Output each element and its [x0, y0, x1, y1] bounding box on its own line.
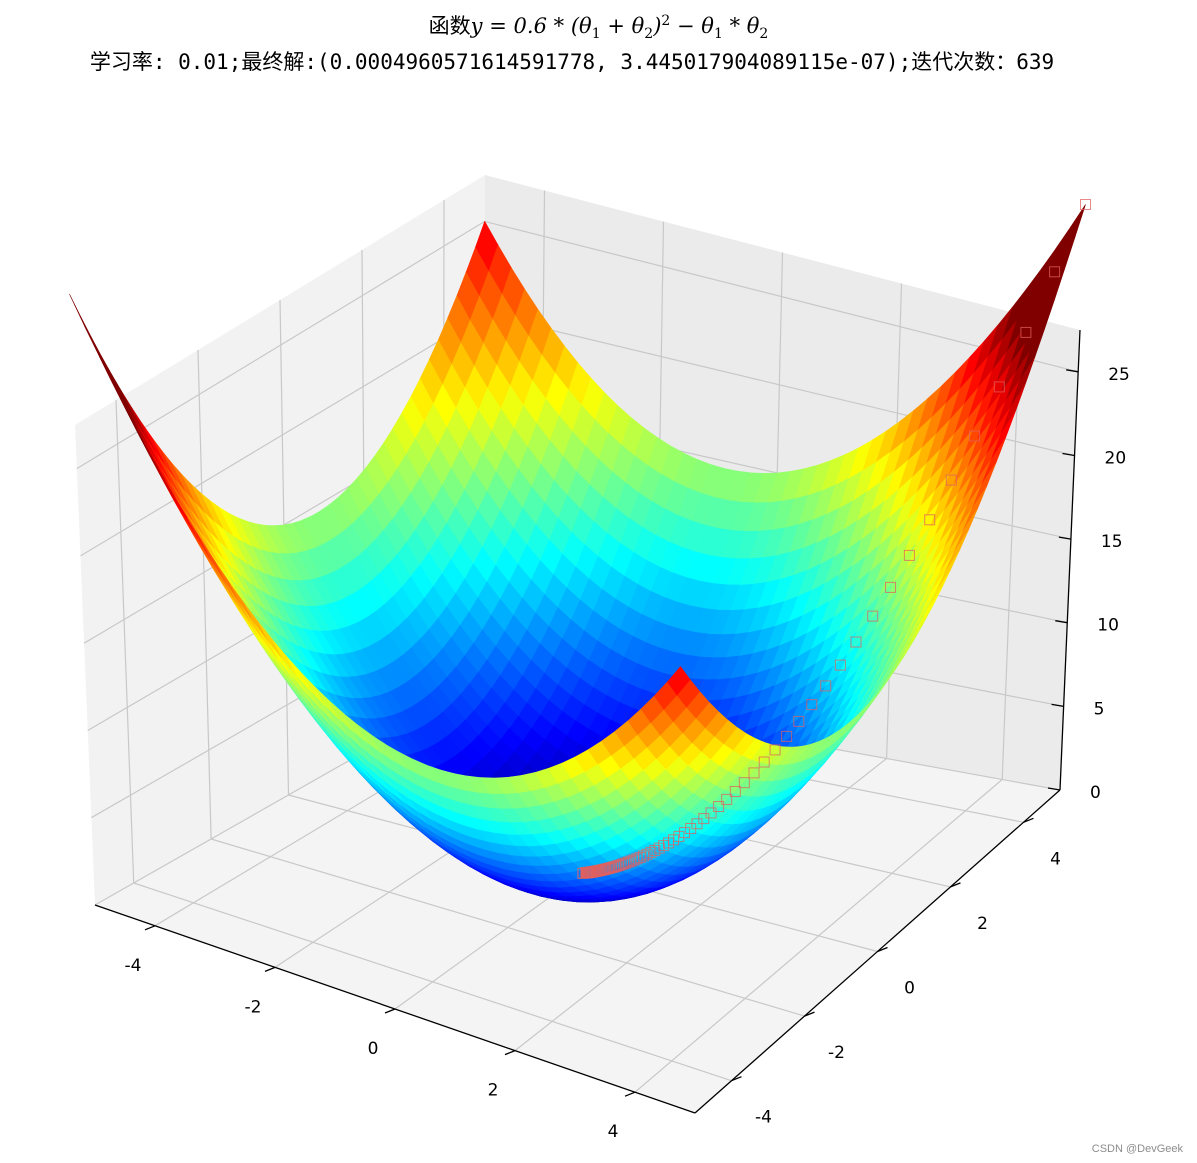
y-tick-label: 2	[977, 914, 988, 934]
descent-marker	[758, 756, 770, 768]
descent-marker	[793, 715, 805, 727]
y-tick-label: 0	[904, 979, 915, 999]
y-tick-label: -4	[755, 1108, 772, 1128]
descent-marker	[924, 514, 936, 526]
surface-patch	[1060, 204, 1086, 260]
z-tick	[1066, 369, 1079, 373]
chart-title: 函数y = 0.6 * (θ1 + θ2)2 − θ1 * θ2	[428, 13, 769, 43]
grid-z-left	[80, 313, 485, 557]
descent-marker	[729, 786, 741, 797]
x-tick	[624, 1091, 636, 1097]
z-tick-label: 20	[1105, 449, 1127, 469]
descent-marker	[738, 777, 750, 789]
y-tick	[731, 1076, 742, 1082]
y-tick-label: 4	[1050, 849, 1061, 869]
descent-marker	[721, 793, 733, 805]
z-tick-label: 25	[1108, 365, 1130, 385]
descent-marker	[969, 430, 980, 442]
descent-marker	[945, 474, 957, 486]
descent-marker	[649, 844, 661, 856]
descent-marker	[903, 549, 915, 561]
descent-marker	[885, 581, 896, 593]
descent-marker	[631, 853, 643, 865]
z-tick	[1055, 620, 1068, 624]
descent-marker	[769, 744, 781, 756]
descent-marker	[781, 730, 793, 742]
descent-marker	[1020, 326, 1032, 338]
z-axis-line	[1059, 329, 1081, 791]
z-tick	[1062, 452, 1075, 457]
descent-marker	[806, 699, 818, 711]
z-tick-label: 5	[1094, 699, 1105, 719]
surface-patch	[667, 666, 691, 696]
x-tick-label: 0	[368, 1039, 379, 1059]
z-tick-label: 15	[1101, 532, 1123, 552]
x-tick	[504, 1049, 516, 1056]
grid-y-left	[115, 399, 135, 884]
descent-marker	[820, 680, 832, 692]
descent-marker	[645, 846, 657, 858]
x-tick	[144, 925, 156, 931]
x-tick-label: 2	[488, 1081, 499, 1101]
descent-marker	[705, 807, 717, 819]
descent-path	[577, 199, 1091, 879]
y-tick	[877, 946, 888, 953]
watermark: CSDN @DevGeek	[1091, 1143, 1183, 1155]
z-tick	[1051, 703, 1064, 708]
descent-marker	[634, 851, 646, 863]
descent-marker	[1080, 199, 1091, 210]
x-tick	[264, 966, 276, 973]
y-tick-label: -2	[828, 1043, 845, 1063]
z-tick	[1058, 536, 1072, 540]
descent-marker	[850, 636, 862, 648]
z-tick-label: 0	[1090, 783, 1101, 803]
x-tick	[384, 1008, 396, 1014]
grid-y-floor	[133, 882, 732, 1082]
descent-marker	[679, 827, 691, 839]
x-tick-label: -2	[245, 997, 262, 1017]
descent-marker	[867, 610, 879, 622]
descent-marker	[713, 801, 725, 812]
descent-marker	[993, 381, 1005, 393]
z-tick	[1047, 787, 1061, 791]
descent-marker	[748, 767, 760, 779]
surface-mesh	[69, 204, 1086, 903]
grid-y-floor	[210, 838, 805, 1017]
y-tick	[804, 1011, 815, 1017]
descent-marker	[1049, 266, 1061, 278]
y-tick	[950, 882, 961, 888]
descent-marker	[834, 659, 846, 671]
axes: -4 -2 0 2 4 -4 -2 0 2 4 0 5 10 15 20 25	[94, 329, 1130, 1142]
y-tick	[1023, 817, 1034, 823]
x-tick-label: 4	[608, 1122, 619, 1142]
grid-y-left	[197, 349, 212, 840]
descent-marker	[685, 823, 697, 834]
chart-subtitle: 学习率: 0.01;最终解:(0.0004960571614591778, 3.…	[89, 50, 1055, 74]
x-tick-label: -4	[125, 956, 142, 976]
descent-marker	[653, 842, 665, 854]
descent-end-marker	[577, 867, 589, 879]
z-tick-label: 10	[1097, 616, 1119, 636]
